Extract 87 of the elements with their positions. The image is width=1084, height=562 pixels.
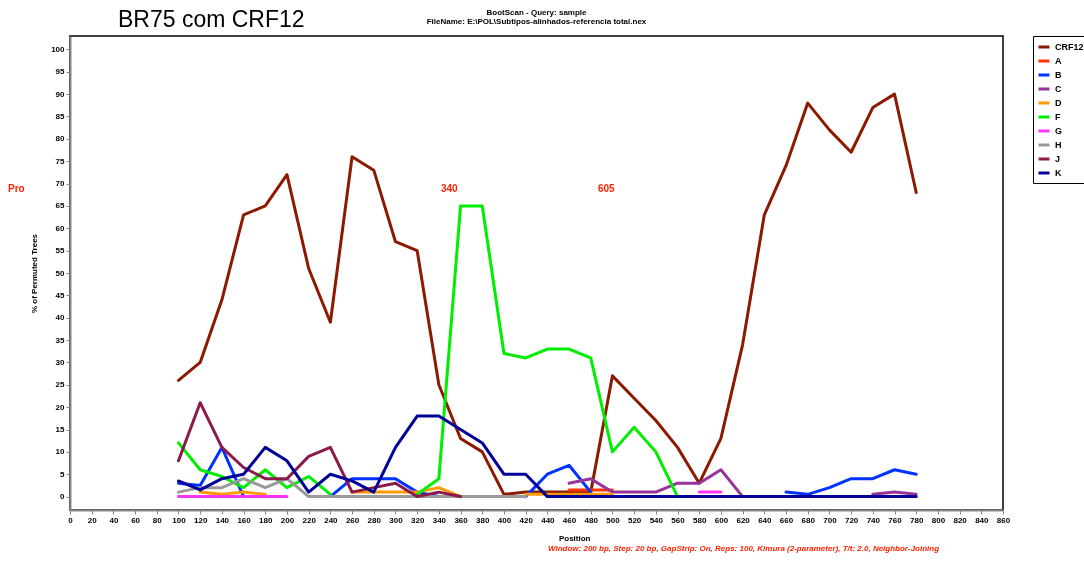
x-tick-label: 780 [910, 515, 924, 525]
y-tick-label: 65 [55, 201, 66, 211]
annotation: 340 [441, 183, 458, 194]
y-tick-label: 40 [55, 313, 66, 323]
x-tick-label: 400 [497, 515, 512, 525]
chart-title: BootScan - Query: sample [486, 7, 588, 17]
y-tick-label: 45 [55, 290, 66, 300]
y-tick-label: 20 [55, 402, 66, 412]
text: Window: 200 bp, Step: 20 bp, GapStrip: On, Reps: 100, Kimura (2-parameter), T/t: 2.0, Neighbor-Joining [548, 544, 940, 553]
x-tick-label: 160 [237, 515, 252, 525]
x-tick-label: 520 [627, 515, 642, 525]
legend-label: A [1055, 56, 1062, 66]
legend-label: CRF12 [1055, 42, 1084, 52]
line-series [176, 92, 918, 496]
x-tick-label: 40 [109, 515, 119, 525]
y-tick-label: 100 [51, 44, 66, 54]
y-tick-label: 15 [55, 425, 66, 435]
legend-label: B [1055, 70, 1062, 80]
x-tick-label: 120 [194, 515, 208, 525]
legend-label: C [1055, 84, 1062, 94]
x-tick-label: 0 [68, 515, 74, 525]
x-tick-label: 380 [476, 515, 490, 525]
x-tick-label: 460 [562, 515, 577, 525]
x-tick-label: 500 [606, 515, 621, 525]
x-tick-label: 600 [714, 515, 729, 525]
x-axis-title: Position [558, 533, 591, 543]
x-tick-label: 420 [519, 515, 534, 525]
legend-label: H [1055, 140, 1062, 150]
x-tick-label: 660 [779, 515, 794, 525]
x-tick-label: 440 [541, 515, 556, 525]
y-tick-label: 70 [55, 179, 66, 189]
x-tick-label: 300 [389, 515, 404, 525]
x-tick-label: 320 [410, 515, 425, 525]
x-tick-label: 700 [823, 515, 838, 525]
x-tick-label: 260 [345, 515, 360, 525]
chart-subtitle: FileName: E:\POL\Subtipos-alinhados-referencia total.nex [426, 16, 647, 26]
x-tick-label: 560 [671, 515, 686, 525]
x-tick-label: 640 [758, 515, 773, 525]
x-tick-label: 540 [649, 515, 664, 525]
y-tick-label: 35 [55, 335, 66, 345]
x-tick-label: 480 [584, 515, 599, 525]
y-tick-label: 25 [55, 380, 66, 390]
y-axis-title: % of Permuted Trees [30, 233, 40, 314]
y-tick-label: 90 [55, 89, 66, 99]
y-tick-label: 0 [60, 492, 66, 502]
x-tick-label: 180 [259, 515, 273, 525]
x-tick-label: 240 [324, 515, 339, 525]
x-tick-label: 200 [280, 515, 295, 525]
legend-label: J [1055, 154, 1061, 164]
x-tick-label: 80 [152, 515, 163, 525]
x-tick-label: 360 [454, 515, 469, 525]
x-tick-label: 140 [215, 515, 230, 525]
text: BR75 com CRF12 [118, 6, 305, 33]
x-tick-label: 60 [131, 515, 141, 525]
x-tick-label: 740 [866, 515, 881, 525]
x-tick-label: 620 [736, 515, 751, 525]
y-tick-label: 80 [55, 134, 66, 144]
legend-label: F [1055, 112, 1061, 122]
legend-label: D [1055, 98, 1062, 108]
y-tick-label: 60 [55, 223, 66, 233]
annotation: 605 [598, 183, 615, 194]
y-tick-label: 85 [55, 111, 66, 121]
x-tick-label: 840 [975, 515, 990, 525]
x-tick-label: 580 [693, 515, 707, 525]
x-tick-label: 760 [888, 515, 903, 525]
y-tick-label: 75 [55, 156, 66, 166]
x-tick-label: 280 [367, 515, 382, 525]
x-tick-label: 220 [302, 515, 317, 525]
x-tick-label: 680 [801, 515, 816, 525]
x-tick-label: 860 [996, 515, 1011, 525]
x-tick-label: 20 [87, 515, 98, 525]
x-tick-label: 340 [432, 515, 447, 525]
x-tick-label: 100 [172, 515, 187, 525]
line-series [176, 401, 463, 499]
legend-label: G [1055, 126, 1063, 136]
y-tick-label: 10 [55, 447, 66, 457]
x-tick-label: 820 [953, 515, 968, 525]
x-tick-label: 800 [931, 515, 946, 525]
line-series [176, 414, 918, 499]
x-tick-label: 720 [844, 515, 859, 525]
legend-label: K [1055, 168, 1062, 178]
text: Pro [8, 183, 25, 194]
y-tick-label: 95 [55, 67, 66, 77]
y-tick-label: 50 [55, 268, 66, 278]
y-tick-label: 30 [55, 357, 66, 367]
y-tick-label: 55 [55, 246, 66, 256]
y-tick-label: 5 [60, 469, 66, 479]
